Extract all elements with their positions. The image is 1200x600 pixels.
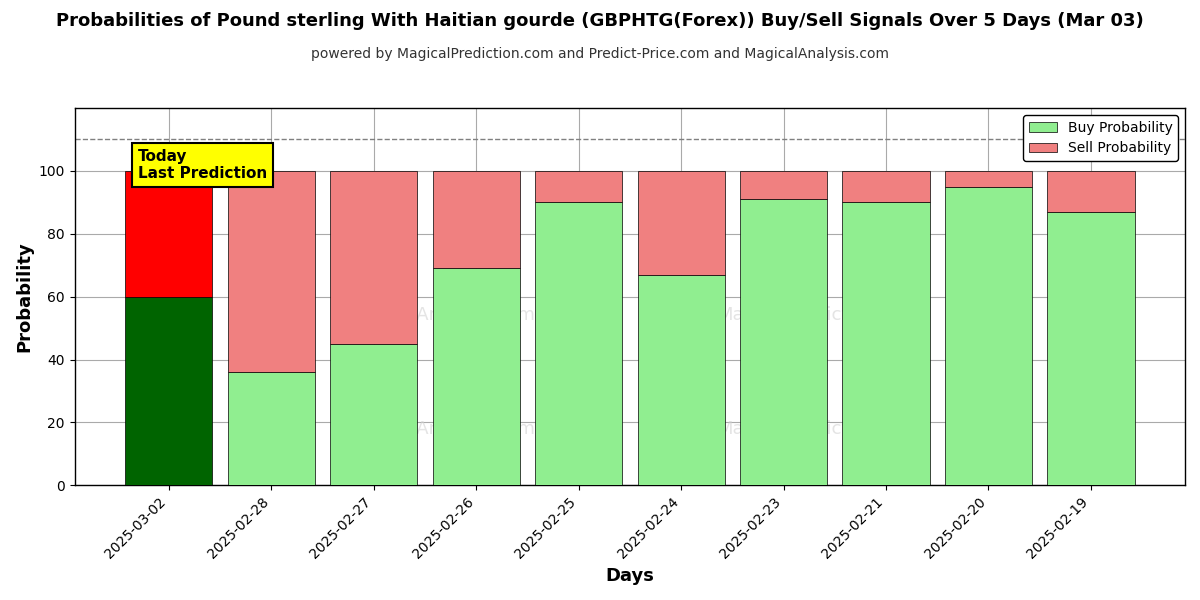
Bar	[228, 171, 314, 372]
Text: Probabilities of Pound sterling With Haitian gourde (GBPHTG(Forex)) Buy/Sell Sig: Probabilities of Pound sterling With Hai…	[56, 12, 1144, 30]
Text: MagicalPrediction.com: MagicalPrediction.com	[718, 307, 920, 325]
Text: MagicalAnalysis.com: MagicalAnalysis.com	[347, 307, 535, 325]
Bar	[432, 268, 520, 485]
Bar	[944, 171, 1032, 187]
Text: Today
Last Prediction: Today Last Prediction	[138, 149, 268, 181]
Text: MagicalAnalysis.com: MagicalAnalysis.com	[347, 419, 535, 437]
Bar	[125, 296, 212, 485]
Bar	[125, 171, 212, 296]
Legend: Buy Probability, Sell Probability: Buy Probability, Sell Probability	[1024, 115, 1178, 161]
Bar	[740, 171, 827, 199]
Bar	[944, 187, 1032, 485]
Bar	[330, 344, 418, 485]
Bar	[1048, 171, 1134, 212]
Bar	[228, 372, 314, 485]
Bar	[842, 171, 930, 202]
Bar	[637, 275, 725, 485]
Y-axis label: Probability: Probability	[16, 241, 34, 352]
Bar	[842, 202, 930, 485]
Bar	[432, 171, 520, 268]
Bar	[535, 202, 622, 485]
X-axis label: Days: Days	[605, 567, 654, 585]
Bar	[330, 171, 418, 344]
Bar	[1048, 212, 1134, 485]
Text: powered by MagicalPrediction.com and Predict-Price.com and MagicalAnalysis.com: powered by MagicalPrediction.com and Pre…	[311, 47, 889, 61]
Bar	[637, 171, 725, 275]
Bar	[740, 199, 827, 485]
Bar	[535, 171, 622, 202]
Text: MagicalPrediction.com: MagicalPrediction.com	[718, 419, 920, 437]
